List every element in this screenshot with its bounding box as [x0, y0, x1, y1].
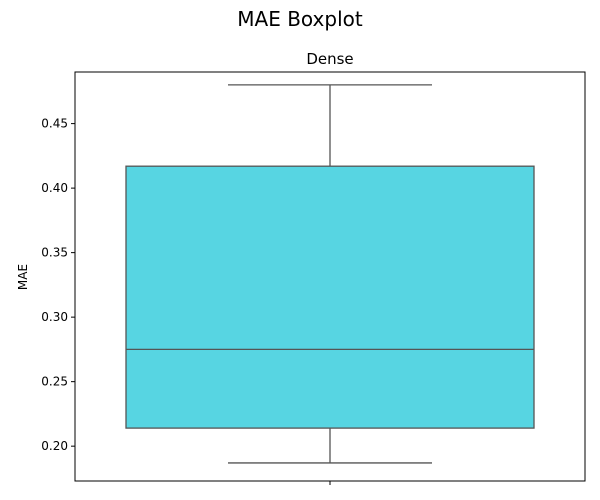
y-tick-label: 0.20 [41, 439, 68, 453]
plot-area [125, 84, 535, 464]
y-axis-label: MAE [16, 264, 30, 290]
y-tick-label: 0.35 [41, 246, 68, 260]
y-tick-label: 0.40 [41, 181, 68, 195]
y-axis: 0.20 0.25 0.30 0.35 0.40 0.45 [41, 71, 586, 485]
figure-title: MAE Boxplot [237, 7, 363, 31]
y-tick-label: 0.25 [41, 375, 68, 389]
y-tick-label: 0.30 [41, 310, 68, 324]
chart-title: Dense [306, 50, 353, 68]
box-iqr [125, 165, 535, 429]
y-tick-label: 0.45 [41, 117, 68, 131]
